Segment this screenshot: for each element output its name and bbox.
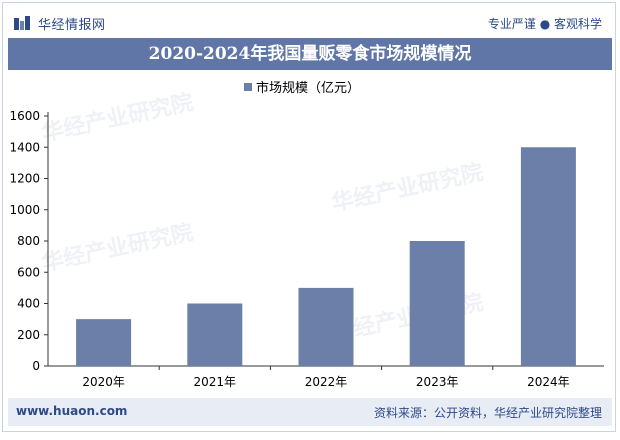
x-tick-label: 2020年 [82, 375, 125, 389]
x-tick-label: 2021年 [194, 375, 237, 389]
x-tick-label: 2023年 [416, 375, 459, 389]
logo-text: 华经情报网 [38, 18, 106, 33]
top-bar: 华经情报网 专业严谨 ● 客观科学 [8, 6, 612, 36]
y-tick-label: 600 [17, 265, 40, 279]
y-tick-label: 1400 [9, 140, 40, 154]
bar [76, 319, 132, 366]
legend-label: 市场规模（亿元） [256, 80, 360, 96]
chart-title: 2020-2024年我国量贩零食市场规模情况 [8, 38, 612, 70]
bar [298, 287, 354, 366]
logo-icon [14, 15, 30, 30]
slogan: 专业严谨 ● 客观科学 [487, 17, 602, 31]
website-link[interactable]: www.huaon.com [16, 404, 128, 418]
bar [520, 147, 576, 366]
legend-swatch [244, 83, 252, 91]
footer-bar: www.huaon.com 资料来源：公开资料，华经产业研究院整理 [8, 398, 612, 426]
y-tick-label: 400 [17, 297, 40, 311]
source-note: 资料来源：公开资料，华经产业研究院整理 [373, 406, 602, 420]
bar [409, 241, 465, 366]
bar [187, 303, 243, 366]
brand-logo: 华经情报网 [14, 14, 106, 33]
y-tick-label: 1000 [9, 203, 40, 217]
y-tick-label: 200 [17, 328, 40, 342]
y-tick-label: 0 [32, 359, 40, 373]
y-tick-label: 800 [17, 234, 40, 248]
x-tick-label: 2024年 [527, 375, 570, 389]
x-tick-label: 2022年 [305, 375, 348, 389]
y-tick-label: 1600 [9, 109, 40, 123]
y-tick-label: 1200 [9, 172, 40, 186]
